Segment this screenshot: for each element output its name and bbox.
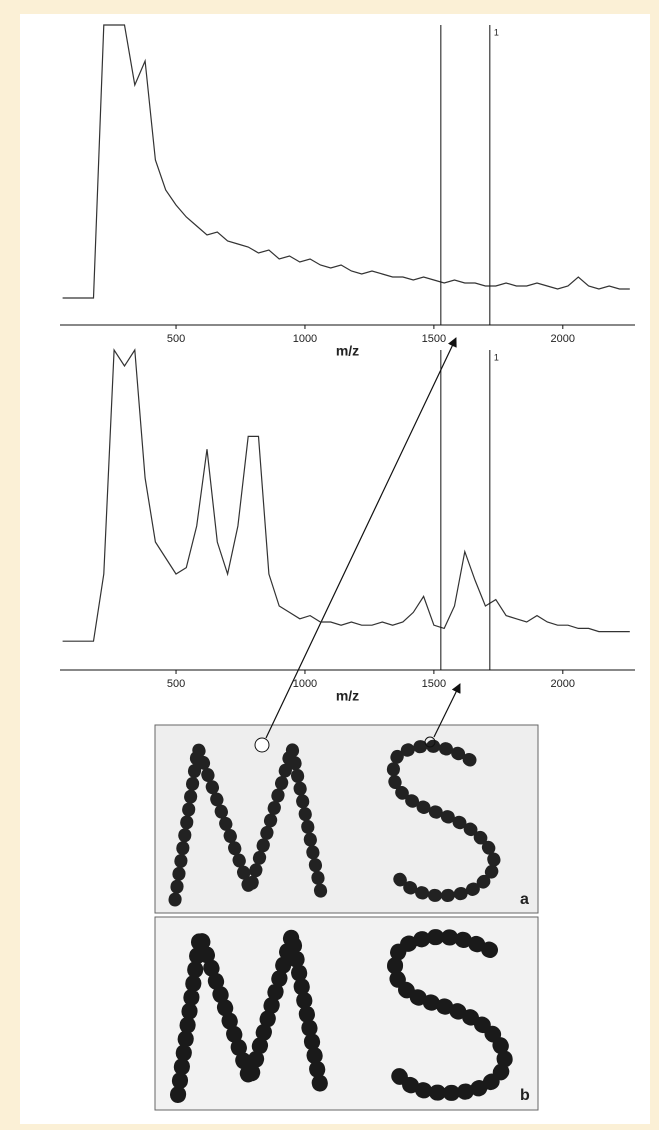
x-tick-label: 2000 xyxy=(551,333,575,345)
x-tick-label: 1500 xyxy=(422,678,446,690)
x-tick-label: 500 xyxy=(167,678,185,690)
spectrum-line xyxy=(62,24,630,299)
arrow xyxy=(265,337,457,739)
sample-spot xyxy=(254,737,270,753)
arrow xyxy=(433,683,461,738)
x-tick-label: 1000 xyxy=(293,333,317,345)
photo-a: a xyxy=(154,724,539,914)
panel-label: a xyxy=(520,891,529,908)
marker-label: 1 xyxy=(494,27,499,37)
x-tick-label: 500 xyxy=(167,333,185,345)
x-tick-label: 2000 xyxy=(551,678,575,690)
photo-b: b xyxy=(154,916,539,1111)
panel-label: b xyxy=(520,1087,530,1104)
marker-label: 1 xyxy=(494,352,499,362)
x-axis-label: m/z xyxy=(336,343,359,359)
x-tick-label: 1000 xyxy=(293,678,317,690)
spectrum-line xyxy=(62,348,630,642)
x-axis-label: m/z xyxy=(336,688,359,704)
x-tick-label: 1500 xyxy=(422,333,446,345)
sample-spot xyxy=(424,736,436,748)
